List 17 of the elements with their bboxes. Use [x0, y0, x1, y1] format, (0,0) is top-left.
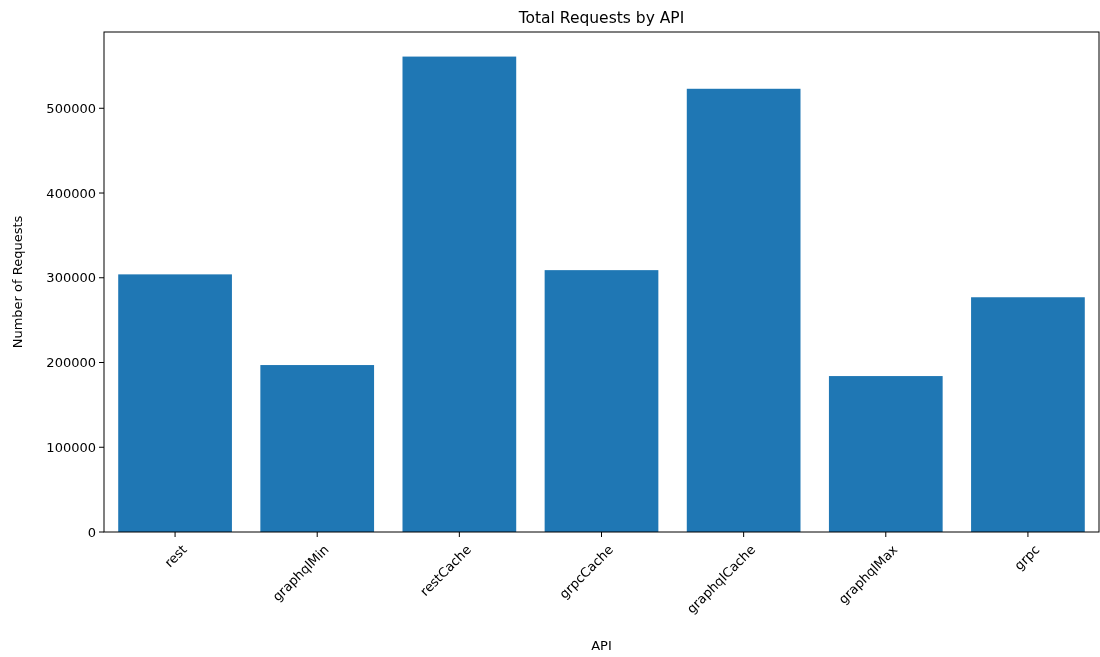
y-tick-label: 0 [87, 524, 96, 540]
bar [828, 376, 943, 532]
y-tick-label: 400000 [46, 185, 96, 201]
x-tick-label: rest [161, 541, 190, 571]
y-tick-label: 500000 [46, 100, 96, 116]
y-axis-title: Number of Requests [10, 215, 25, 349]
bar [971, 297, 1085, 532]
bar [544, 270, 659, 532]
y-tick-label: 300000 [46, 270, 96, 286]
x-axis-title: API [591, 638, 612, 653]
bar [686, 88, 801, 532]
chart-title: Total Requests by API [517, 9, 685, 27]
y-tick-label: 200000 [46, 355, 96, 371]
bar [118, 274, 232, 532]
bar [402, 56, 517, 532]
bar [260, 365, 375, 532]
y-tick-label: 100000 [46, 439, 96, 455]
